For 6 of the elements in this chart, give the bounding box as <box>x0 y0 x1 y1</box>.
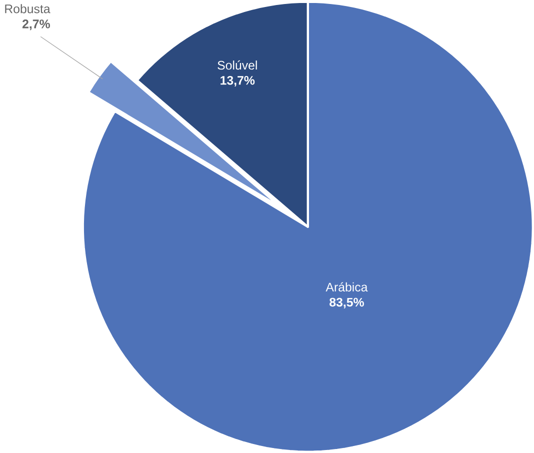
slice-label: Robusta <box>5 4 50 14</box>
slice-label: Solúvel <box>218 60 257 70</box>
data-label: 13,7% <box>220 76 255 87</box>
data-label: 83,5% <box>330 298 364 308</box>
slice-label: Arábica <box>326 282 368 292</box>
data-label: 2,7% <box>22 20 50 30</box>
